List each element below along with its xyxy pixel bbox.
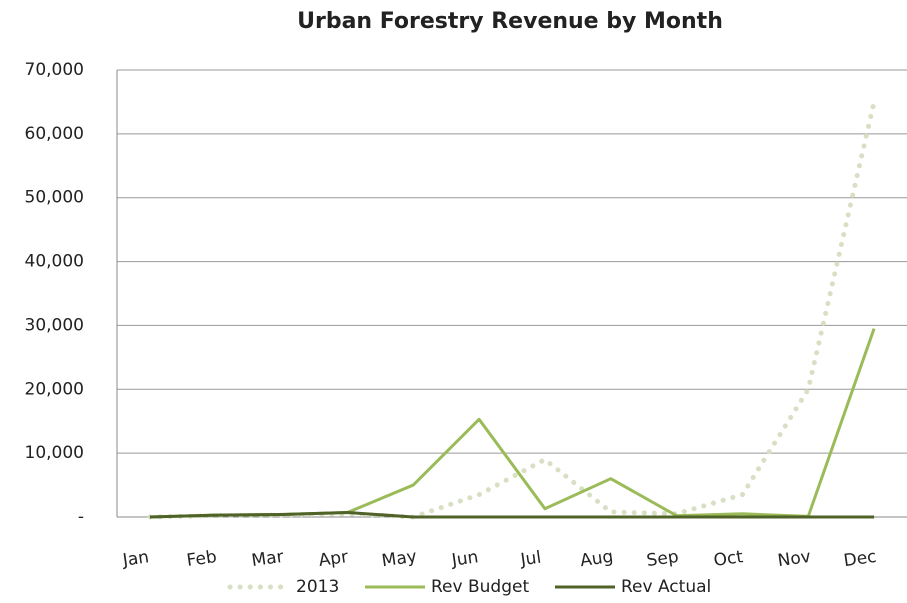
chart-title: Urban Forestry Revenue by Month: [297, 9, 723, 34]
x-tick-label: Aug: [579, 547, 615, 571]
x-tick-label: Jul: [518, 548, 542, 571]
x-tick-label: Feb: [185, 547, 218, 571]
x-tick-label: Nov: [776, 547, 812, 571]
y-tick-label: -: [78, 507, 84, 527]
series-line: [147, 99, 877, 520]
y-tick-label: 20,000: [25, 379, 84, 399]
x-tick-label: Apr: [317, 547, 349, 571]
x-tick-label: Jan: [121, 547, 151, 571]
y-tick-label: 70,000: [25, 60, 84, 80]
y-tick-label: 60,000: [25, 124, 84, 144]
legend-label: Rev Budget: [431, 577, 529, 597]
y-tick-label: 30,000: [25, 315, 84, 335]
y-tick-label: 40,000: [25, 252, 84, 272]
series-line: [149, 328, 876, 519]
x-tick-label: Jun: [450, 547, 480, 571]
x-tick-label: Sep: [645, 547, 680, 571]
y-tick-label: 10,000: [25, 443, 84, 463]
series-line: [149, 511, 875, 519]
legend-label: Rev Actual: [621, 577, 711, 597]
legend-label: 2013: [296, 577, 339, 597]
x-tick-label: Oct: [712, 547, 744, 571]
x-tick-label: Mar: [250, 547, 285, 571]
x-tick-label: Dec: [842, 547, 877, 571]
x-tick-label: May: [380, 547, 418, 572]
y-tick-label: 50,000: [25, 188, 84, 208]
